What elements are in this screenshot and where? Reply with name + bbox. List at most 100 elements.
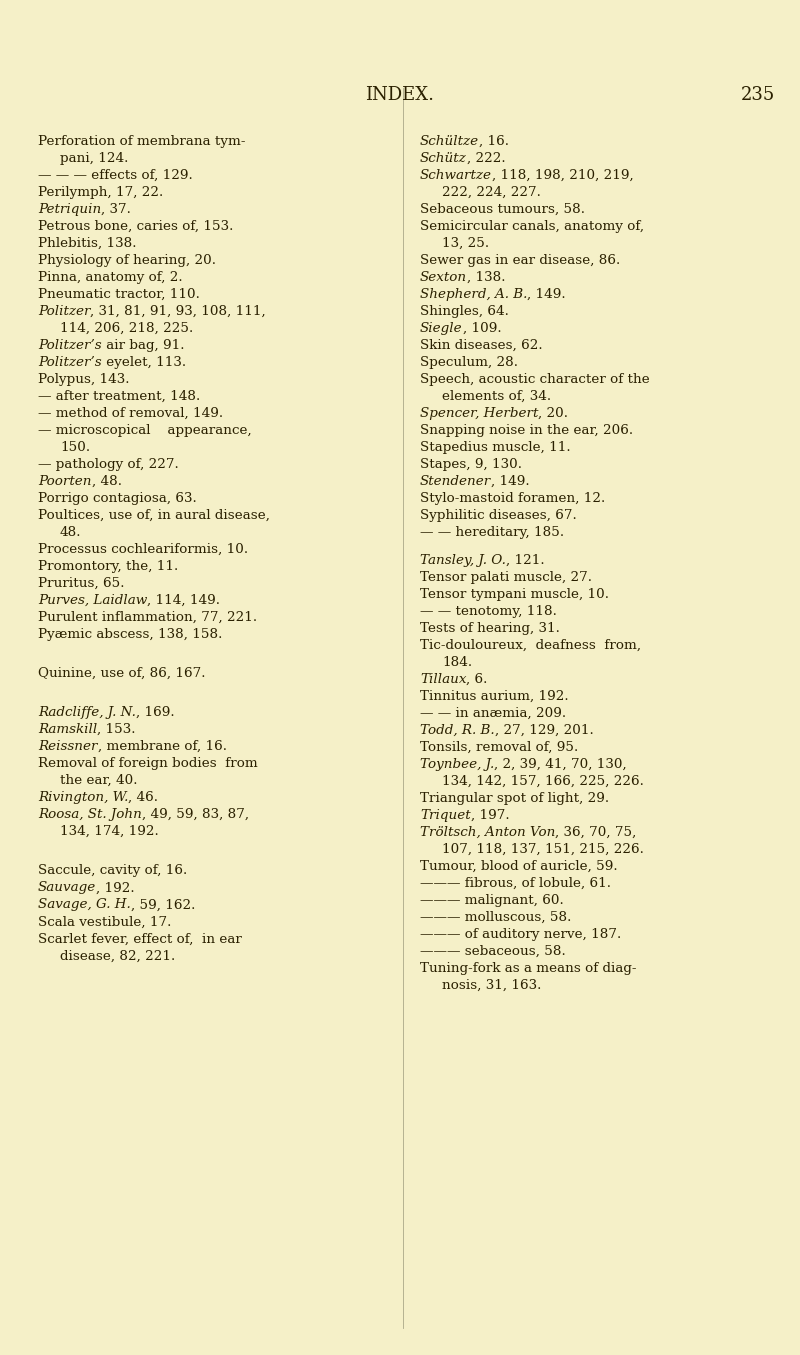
- Text: Purulent inflammation, 77, 221.: Purulent inflammation, 77, 221.: [38, 611, 257, 625]
- Text: Pneumatic tractor, 110.: Pneumatic tractor, 110.: [38, 289, 200, 301]
- Text: Tests of hearing, 31.: Tests of hearing, 31.: [420, 622, 560, 635]
- Text: Tuning-fork as a means of diag-: Tuning-fork as a means of diag-: [420, 962, 637, 976]
- Text: Tumour, blood of auricle, 59.: Tumour, blood of auricle, 59.: [420, 860, 618, 873]
- Text: — — tenotomy, 118.: — — tenotomy, 118.: [420, 606, 557, 618]
- Text: Porrigo contagiosa, 63.: Porrigo contagiosa, 63.: [38, 492, 197, 505]
- Text: Shingles, 64.: Shingles, 64.: [420, 305, 509, 318]
- Text: , 222.: , 222.: [466, 152, 506, 165]
- Text: Pyæmic abscess, 138, 158.: Pyæmic abscess, 138, 158.: [38, 627, 222, 641]
- Text: pani, 124.: pani, 124.: [60, 152, 128, 165]
- Text: Politzer’s: Politzer’s: [38, 339, 102, 352]
- Text: Tinnitus aurium, 192.: Tinnitus aurium, 192.: [420, 690, 569, 703]
- Text: 134, 174, 192.: 134, 174, 192.: [60, 825, 158, 839]
- Text: Radcliffe, J. N.: Radcliffe, J. N.: [38, 706, 136, 720]
- Text: Skin diseases, 62.: Skin diseases, 62.: [420, 339, 542, 352]
- Text: ——— molluscous, 58.: ——— molluscous, 58.: [420, 911, 571, 924]
- Text: — microscopical    appearance,: — microscopical appearance,: [38, 424, 252, 438]
- Text: nosis, 31, 163.: nosis, 31, 163.: [442, 980, 542, 992]
- Text: Sewer gas in ear disease, 86.: Sewer gas in ear disease, 86.: [420, 253, 620, 267]
- Text: air bag, 91.: air bag, 91.: [102, 339, 184, 352]
- Text: , 27, 129, 201.: , 27, 129, 201.: [494, 724, 594, 737]
- Text: Phlebitis, 138.: Phlebitis, 138.: [38, 237, 137, 251]
- Text: Tansley, J. O.: Tansley, J. O.: [420, 554, 506, 566]
- Text: Stylo-mastoid foramen, 12.: Stylo-mastoid foramen, 12.: [420, 492, 606, 505]
- Text: — after treatment, 148.: — after treatment, 148.: [38, 390, 200, 402]
- Text: Syphilitic diseases, 67.: Syphilitic diseases, 67.: [420, 509, 577, 522]
- Text: , 197.: , 197.: [470, 809, 510, 822]
- Text: Ramskill: Ramskill: [38, 724, 98, 736]
- Text: 107, 118, 137, 151, 215, 226.: 107, 118, 137, 151, 215, 226.: [442, 843, 644, 856]
- Text: , 118, 198, 210, 219,: , 118, 198, 210, 219,: [492, 169, 634, 182]
- Text: 114, 206, 218, 225.: 114, 206, 218, 225.: [60, 322, 194, 335]
- Text: elements of, 34.: elements of, 34.: [442, 390, 551, 402]
- Text: Purves, Laidlaw: Purves, Laidlaw: [38, 593, 147, 607]
- Text: , 121.: , 121.: [506, 554, 545, 566]
- Text: Roosa, St. John: Roosa, St. John: [38, 808, 142, 821]
- Text: Promontory, the, 11.: Promontory, the, 11.: [38, 560, 178, 573]
- Text: , 192.: , 192.: [96, 881, 135, 894]
- Text: Physiology of hearing, 20.: Physiology of hearing, 20.: [38, 253, 216, 267]
- Text: , membrane of, 16.: , membrane of, 16.: [98, 740, 226, 753]
- Text: Tonsils, removal of, 95.: Tonsils, removal of, 95.: [420, 741, 578, 753]
- Text: ——— sebaceous, 58.: ——— sebaceous, 58.: [420, 944, 566, 958]
- Text: , 153.: , 153.: [98, 724, 136, 736]
- Text: , 20.: , 20.: [538, 406, 568, 420]
- Text: , 149.: , 149.: [491, 476, 530, 488]
- Text: — — in anæmia, 209.: — — in anæmia, 209.: [420, 707, 566, 720]
- Text: , 36, 70, 75,: , 36, 70, 75,: [555, 827, 637, 839]
- Text: Triquet: Triquet: [420, 809, 470, 822]
- Text: 235: 235: [741, 85, 775, 104]
- Text: , 169.: , 169.: [136, 706, 174, 720]
- Text: Triangular spot of light, 29.: Triangular spot of light, 29.: [420, 793, 609, 805]
- Text: Stapes, 9, 130.: Stapes, 9, 130.: [420, 458, 522, 472]
- Text: , 49, 59, 83, 87,: , 49, 59, 83, 87,: [142, 808, 249, 821]
- Text: , 6.: , 6.: [466, 673, 488, 686]
- Text: 222, 224, 227.: 222, 224, 227.: [442, 186, 541, 199]
- Text: the ear, 40.: the ear, 40.: [60, 774, 138, 787]
- Text: Semicircular canals, anatomy of,: Semicircular canals, anatomy of,: [420, 220, 644, 233]
- Text: Removal of foreign bodies  from: Removal of foreign bodies from: [38, 757, 258, 770]
- Text: Tensor tympani muscle, 10.: Tensor tympani muscle, 10.: [420, 588, 609, 602]
- Text: Schültze: Schültze: [420, 136, 479, 148]
- Text: 184.: 184.: [442, 656, 472, 669]
- Text: Reissner: Reissner: [38, 740, 98, 753]
- Text: Stapedius muscle, 11.: Stapedius muscle, 11.: [420, 440, 570, 454]
- Text: Snapping noise in the ear, 206.: Snapping noise in the ear, 206.: [420, 424, 633, 438]
- Text: Stendener: Stendener: [420, 476, 491, 488]
- Text: 13, 25.: 13, 25.: [442, 237, 489, 251]
- Text: Schütz: Schütz: [420, 152, 466, 165]
- Text: , 109.: , 109.: [462, 322, 502, 335]
- Text: Sauvage: Sauvage: [38, 881, 96, 894]
- Text: Rivington, W.: Rivington, W.: [38, 791, 128, 805]
- Text: Tillaux: Tillaux: [420, 673, 466, 686]
- Text: ——— fibrous, of lobule, 61.: ——— fibrous, of lobule, 61.: [420, 877, 611, 890]
- Text: , 31, 81, 91, 93, 108, 111,: , 31, 81, 91, 93, 108, 111,: [90, 305, 266, 318]
- Text: Polypus, 143.: Polypus, 143.: [38, 373, 130, 386]
- Text: , 114, 149.: , 114, 149.: [147, 593, 220, 607]
- Text: ——— of auditory nerve, 187.: ——— of auditory nerve, 187.: [420, 928, 622, 942]
- Text: Pruritus, 65.: Pruritus, 65.: [38, 577, 125, 589]
- Text: , 37.: , 37.: [102, 203, 131, 215]
- Text: Toynbee, J.: Toynbee, J.: [420, 757, 494, 771]
- Text: , 48.: , 48.: [91, 476, 122, 488]
- Text: Perforation of membrana tym-: Perforation of membrana tym-: [38, 136, 246, 148]
- Text: Tensor palati muscle, 27.: Tensor palati muscle, 27.: [420, 570, 592, 584]
- Text: Poultices, use of, in aural disease,: Poultices, use of, in aural disease,: [38, 509, 270, 522]
- Text: Perilymph, 17, 22.: Perilymph, 17, 22.: [38, 186, 163, 199]
- Text: Scarlet fever, effect of,  in ear: Scarlet fever, effect of, in ear: [38, 932, 242, 946]
- Text: Siegle: Siegle: [420, 322, 462, 335]
- Text: — — — effects of, 129.: — — — effects of, 129.: [38, 169, 193, 182]
- Text: , 149.: , 149.: [527, 289, 566, 301]
- Text: disease, 82, 221.: disease, 82, 221.: [60, 950, 175, 962]
- Text: Petrous bone, caries of, 153.: Petrous bone, caries of, 153.: [38, 220, 234, 233]
- Text: 134, 142, 157, 166, 225, 226.: 134, 142, 157, 166, 225, 226.: [442, 775, 644, 789]
- Text: Tic-douloureux,  deafness  from,: Tic-douloureux, deafness from,: [420, 640, 641, 652]
- Text: Speculum, 28.: Speculum, 28.: [420, 356, 518, 369]
- Text: ——— malignant, 60.: ——— malignant, 60.: [420, 894, 564, 906]
- Text: INDEX.: INDEX.: [366, 85, 434, 104]
- Text: Scala vestibule, 17.: Scala vestibule, 17.: [38, 915, 171, 928]
- Text: Schwartze: Schwartze: [420, 169, 492, 182]
- Text: Sexton: Sexton: [420, 271, 467, 285]
- Text: Petriquin: Petriquin: [38, 203, 102, 215]
- Text: 48.: 48.: [60, 526, 82, 539]
